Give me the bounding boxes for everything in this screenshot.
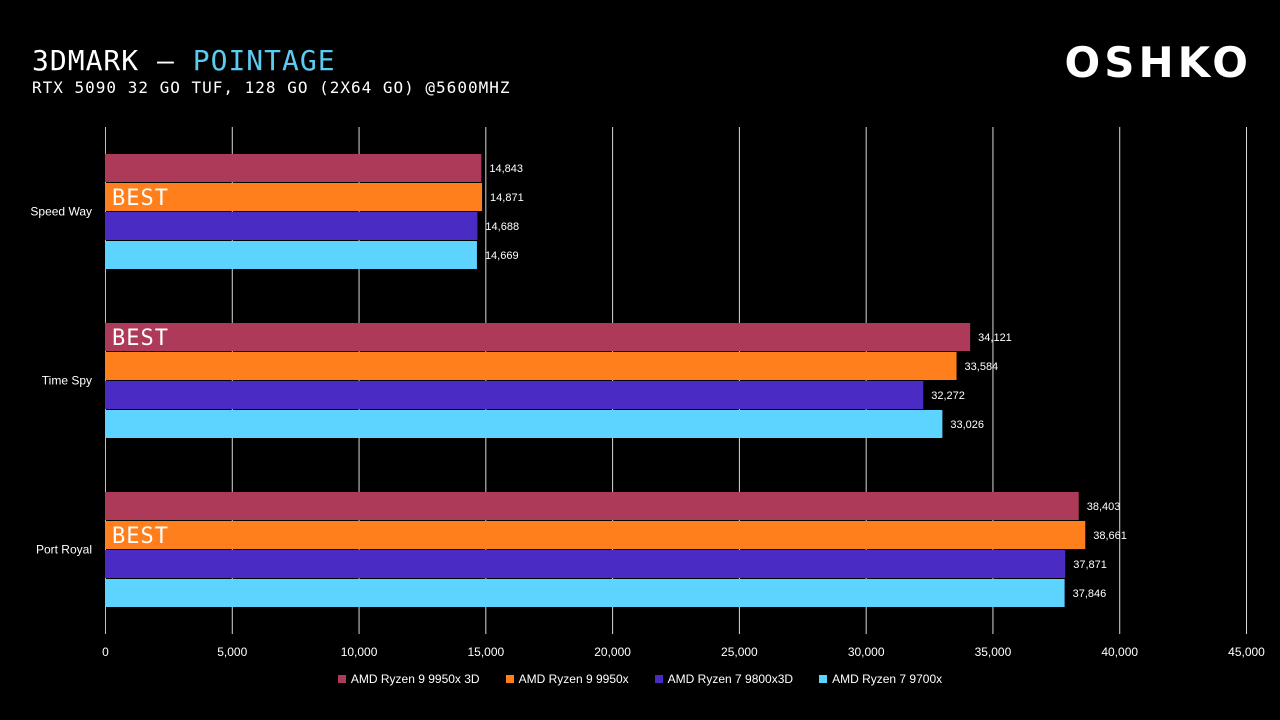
x-tick-label: 20,000 — [594, 645, 631, 659]
x-tick-label: 10,000 — [341, 645, 378, 659]
chart-title: 3DMARK – POINTAGE — [32, 44, 336, 77]
x-tick-label: 25,000 — [721, 645, 758, 659]
data-label: 33,584 — [965, 361, 999, 373]
bar — [105, 183, 483, 211]
bar — [105, 410, 943, 438]
bar — [105, 492, 1079, 520]
brand-logo: OSHKO — [1064, 38, 1252, 87]
legend-item: AMD Ryzen 7 9700x — [819, 672, 942, 686]
legend-item: AMD Ryzen 9 9950x 3D — [337, 672, 480, 686]
legend-label: AMD Ryzen 9 9950x — [518, 672, 629, 686]
title-separator: – — [139, 44, 193, 77]
x-tick-label: 40,000 — [1101, 645, 1138, 659]
x-tick-label: 15,000 — [467, 645, 504, 659]
legend-swatch — [819, 675, 828, 683]
bar — [105, 352, 957, 380]
data-label: 32,272 — [931, 390, 965, 402]
legend-label: AMD Ryzen 9 9950x 3D — [350, 672, 480, 686]
legend-swatch — [654, 675, 663, 683]
x-tick-label: 5,000 — [217, 645, 247, 659]
bar — [105, 212, 478, 240]
category-label: Time Spy — [42, 374, 92, 388]
legend-swatch — [337, 675, 346, 683]
legend-item: AMD Ryzen 7 9800x3D — [654, 672, 794, 686]
chart-subtitle: RTX 5090 32 GO TUF, 128 GO (2X64 GO) @56… — [32, 78, 511, 97]
category-label: Port Royal — [36, 543, 92, 557]
bar — [105, 154, 482, 182]
title-accent: POINTAGE — [192, 44, 336, 77]
best-label: BEST — [112, 524, 169, 549]
bar — [105, 323, 971, 351]
data-label: 33,026 — [950, 419, 984, 431]
bar — [105, 550, 1066, 578]
data-label: 37,871 — [1073, 559, 1107, 571]
data-label: 37,846 — [1073, 588, 1107, 600]
legend-swatch — [505, 675, 514, 683]
data-label: 14,669 — [485, 250, 519, 262]
bar — [105, 521, 1086, 549]
data-label: 14,843 — [489, 163, 523, 175]
title-main: 3DMARK — [32, 44, 140, 77]
bar — [105, 579, 1065, 607]
data-label: 38,661 — [1093, 530, 1127, 542]
chart-legend: AMD Ryzen 9 9950x 3D AMD Ryzen 9 9950x AMD… — [0, 672, 1280, 686]
bar — [105, 241, 477, 269]
x-tick-label: 35,000 — [975, 645, 1012, 659]
data-label: 38,403 — [1087, 501, 1121, 513]
data-label: 14,688 — [485, 221, 519, 233]
bar — [105, 381, 924, 409]
legend-item: AMD Ryzen 9 9950x — [505, 672, 629, 686]
legend-label: AMD Ryzen 7 9800x3D — [667, 672, 794, 686]
best-label: BEST — [112, 326, 169, 351]
best-label: BEST — [112, 186, 169, 211]
legend-label: AMD Ryzen 7 9700x — [832, 672, 943, 686]
x-tick-label: 30,000 — [848, 645, 885, 659]
category-label: Speed Way — [30, 205, 92, 219]
data-label: 14,871 — [490, 192, 524, 204]
x-tick-label: 45,000 — [1228, 645, 1265, 659]
x-tick-label: 0 — [102, 645, 109, 659]
data-label: 34,121 — [978, 332, 1012, 344]
